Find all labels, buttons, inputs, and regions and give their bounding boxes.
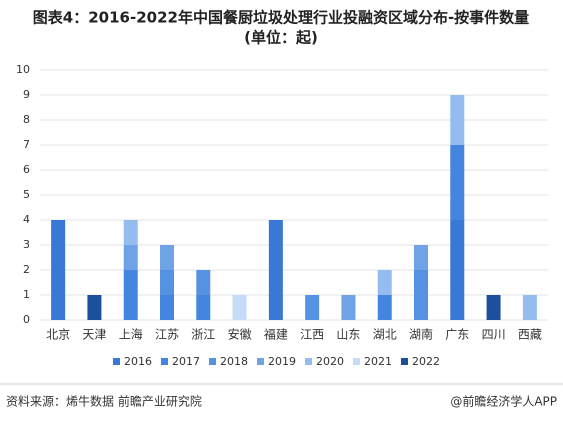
bar-segment <box>377 295 392 320</box>
x-tick-label: 福建 <box>264 327 288 342</box>
x-tick-label: 山东 <box>336 328 360 342</box>
bar-segment <box>486 295 501 320</box>
bar-segment <box>123 245 138 270</box>
x-tick-label: 江西 <box>300 328 324 342</box>
brand: @前瞻经济学人APP <box>450 394 557 409</box>
bar-segment <box>414 270 428 320</box>
bar-segment <box>450 95 465 145</box>
legend-swatch <box>401 358 408 365</box>
x-tick-label: 安徽 <box>228 327 252 342</box>
x-tick-label: 天津 <box>82 328 106 342</box>
x-tick-label: 湖南 <box>409 327 433 342</box>
legend-swatch <box>161 358 168 365</box>
bar-segment <box>123 220 138 245</box>
bar-segment <box>305 295 320 320</box>
legend-swatch <box>305 358 312 365</box>
y-tick-label: 7 <box>23 138 30 151</box>
y-tick-label: 2 <box>23 263 30 276</box>
y-tick-label: 0 <box>23 313 30 326</box>
legend-label: 2020 <box>316 355 344 368</box>
bar-segment <box>450 145 465 220</box>
chart-subtitle: (单位：起) <box>244 29 318 47</box>
y-tick-label: 9 <box>23 88 30 101</box>
bar-segment <box>522 295 537 320</box>
x-tick-label: 江苏 <box>155 328 179 342</box>
legend-label: 2019 <box>268 355 296 368</box>
x-tick-label: 西藏 <box>518 328 542 342</box>
legend-label: 2016 <box>124 355 152 368</box>
y-tick-label: 4 <box>23 213 30 226</box>
bar-segment <box>232 295 247 320</box>
x-tick-label: 四川 <box>482 328 506 342</box>
bar-segment <box>160 270 174 295</box>
bar-segment <box>341 295 356 320</box>
x-tick-label: 上海 <box>119 327 143 342</box>
x-tick-label: 广东 <box>445 328 469 342</box>
bar-segment <box>196 270 211 295</box>
legend-swatch <box>113 358 120 365</box>
bar-segment <box>414 245 428 270</box>
bar-segment <box>87 295 102 320</box>
y-tick-label: 8 <box>23 113 30 126</box>
bar-segment <box>268 220 283 320</box>
y-tick-label: 5 <box>23 188 30 201</box>
chart-title: 图表4：2016-2022年中国餐厨垃圾处理行业投融资区域分布-按事件数量 <box>33 9 529 27</box>
y-tick-label: 10 <box>16 63 30 76</box>
legend-swatch <box>257 358 264 365</box>
x-tick-label: 湖北 <box>373 327 397 342</box>
legend-swatch <box>353 358 360 365</box>
bar-segment <box>123 270 138 320</box>
y-tick-label: 6 <box>23 163 30 176</box>
bar-segment <box>377 270 392 295</box>
legend-label: 2022 <box>412 355 440 368</box>
x-tick-label: 浙江 <box>191 328 215 342</box>
bar-segment <box>51 220 66 320</box>
source: 资料来源：烯牛数据 前瞻产业研究院 <box>6 394 202 409</box>
legend-label: 2017 <box>172 355 200 368</box>
bar-segment <box>196 295 211 320</box>
x-tick-label: 北京 <box>46 328 70 342</box>
legend-label: 2018 <box>220 355 248 368</box>
bar-segment <box>450 220 465 320</box>
y-tick-label: 3 <box>23 238 30 251</box>
legend-swatch <box>209 358 216 365</box>
bar-segment <box>160 245 174 270</box>
y-tick-label: 1 <box>23 288 30 301</box>
legend-label: 2021 <box>364 355 392 368</box>
bar-segment <box>160 295 174 320</box>
